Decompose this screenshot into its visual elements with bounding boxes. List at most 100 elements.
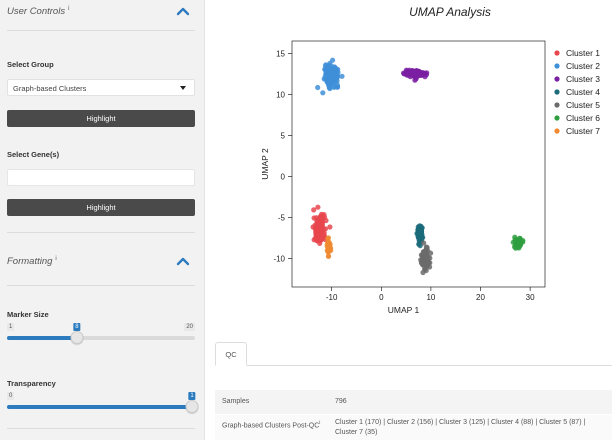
scatter-point <box>325 253 332 259</box>
table-value: 796 <box>335 398 347 405</box>
scatter-point <box>419 72 425 78</box>
table-key: Graph-based Clusters Post-QCi <box>222 420 321 430</box>
tab-qc[interactable]: QC <box>215 342 247 366</box>
table-key: Samples <box>222 398 250 405</box>
scatter-point <box>315 204 321 210</box>
scatter-point <box>327 244 333 251</box>
chevron-up-icon[interactable] <box>175 4 191 20</box>
scatter-point <box>423 72 429 78</box>
scatter-point <box>326 63 332 69</box>
y-tick-label: 0 <box>281 172 286 181</box>
scatter-point <box>315 227 321 233</box>
slider-value-label: 8 <box>73 323 81 331</box>
y-axis-label: UMAP 2 <box>260 148 270 180</box>
divider <box>7 285 195 286</box>
scatter-point <box>339 73 345 79</box>
marker-size-slider[interactable]: 1 20 8 <box>7 323 195 347</box>
divider <box>7 232 195 233</box>
tabs-bar: QC <box>215 342 612 366</box>
legend-label: Cluster 5 <box>566 100 600 110</box>
select-genes-input[interactable] <box>7 169 195 186</box>
y-tick-label: -10 <box>273 254 285 263</box>
scatter-point <box>320 235 326 241</box>
legend-marker <box>554 102 560 108</box>
slider-track[interactable] <box>7 336 195 340</box>
scatter-point <box>413 76 419 82</box>
sidebar: User Controls i Select Group Graph-based … <box>0 0 205 440</box>
legend-marker <box>554 128 560 134</box>
chevron-up-icon[interactable] <box>175 254 191 270</box>
x-tick-label: 10 <box>426 293 435 302</box>
legend-label: Cluster 3 <box>566 74 600 84</box>
slider-fill <box>7 336 77 340</box>
slider-min-label: 0 <box>7 392 15 400</box>
scatter-point <box>311 207 317 213</box>
legend-marker <box>554 63 560 69</box>
scatter-point <box>423 244 429 250</box>
scatter-point <box>421 250 427 256</box>
select-group-value: Graph-based Clusters <box>13 84 87 93</box>
scatter-point <box>316 217 322 223</box>
formatting-title: Formatting i <box>7 256 57 267</box>
legend-marker <box>554 50 560 56</box>
scatter-point <box>327 224 333 230</box>
table-value: Cluster 7 (35) <box>335 429 378 436</box>
x-axis-label: UMAP 1 <box>388 305 420 315</box>
divider <box>7 30 195 31</box>
info-icon[interactable]: i <box>55 256 57 262</box>
slider-fill <box>7 405 192 409</box>
scatter-point <box>421 240 427 246</box>
user-controls-header[interactable]: User Controls i <box>0 0 204 26</box>
scatter-point <box>423 267 429 274</box>
scatter-point <box>405 70 411 76</box>
slider-handle[interactable] <box>185 400 199 413</box>
legend: Cluster 1 Cluster 2 Cluster 3 Cluster 4 Clus… <box>554 48 600 136</box>
scatter-point <box>330 57 336 63</box>
scatter-point <box>416 228 422 234</box>
y-tick-label: -5 <box>278 213 286 222</box>
legend-marker <box>554 76 560 82</box>
scatter-point <box>320 90 326 96</box>
plot-title: UMAP Analysis <box>409 5 491 19</box>
x-tick-label: -10 <box>326 293 338 302</box>
scatter-points <box>310 57 526 276</box>
scatter-point <box>421 257 428 263</box>
highlight-genes-button[interactable]: Highlight <box>7 199 195 216</box>
slider-handle[interactable] <box>70 331 84 344</box>
highlight-group-button[interactable]: Highlight <box>7 110 195 127</box>
info-icon[interactable]: i <box>319 420 321 426</box>
y-tick-label: 5 <box>281 131 286 140</box>
scatter-point <box>327 85 333 92</box>
info-icon[interactable]: i <box>68 6 70 12</box>
legend-label: Cluster 6 <box>566 113 600 123</box>
scatter-point <box>332 78 338 85</box>
x-tick-label: 0 <box>379 293 384 302</box>
legend-label: Cluster 4 <box>566 87 600 97</box>
slider-min-label: 1 <box>7 323 15 331</box>
scatter-point <box>313 232 319 238</box>
marker-size-label: Marker Size <box>7 310 49 319</box>
scatter-point <box>331 64 337 70</box>
divider <box>7 428 195 429</box>
scatter-point <box>520 238 526 244</box>
scatter-point <box>515 239 521 245</box>
formatting-header[interactable]: Formatting i <box>0 250 204 276</box>
y-tick-label: 10 <box>276 90 285 99</box>
legend-label: Cluster 1 <box>566 48 600 58</box>
scatter-point <box>324 72 330 78</box>
scatter-point <box>325 239 332 245</box>
scatter-point <box>516 243 522 249</box>
select-group-dropdown[interactable]: Graph-based Clusters <box>7 79 195 96</box>
legend-label: Cluster 2 <box>566 61 600 71</box>
select-group-label: Select Group <box>7 60 54 69</box>
x-tick-label: 30 <box>526 293 535 302</box>
scatter-point <box>312 222 318 228</box>
table-row: Samples 796 <box>215 390 612 414</box>
table-value: Cluster 1 (170) | Cluster 2 (156) | Clus… <box>335 419 586 426</box>
transparency-slider[interactable]: 0 1 <box>7 392 199 416</box>
umap-plot[interactable]: -10 0 10 20 30 -10 -5 0 5 10 15 UMAP 1 UMAP 2 Cluste… <box>240 25 612 335</box>
legend-marker <box>554 89 560 95</box>
y-tick-label: 15 <box>276 49 285 58</box>
slider-value-label: 1 <box>188 392 196 400</box>
scatter-point <box>331 71 337 77</box>
